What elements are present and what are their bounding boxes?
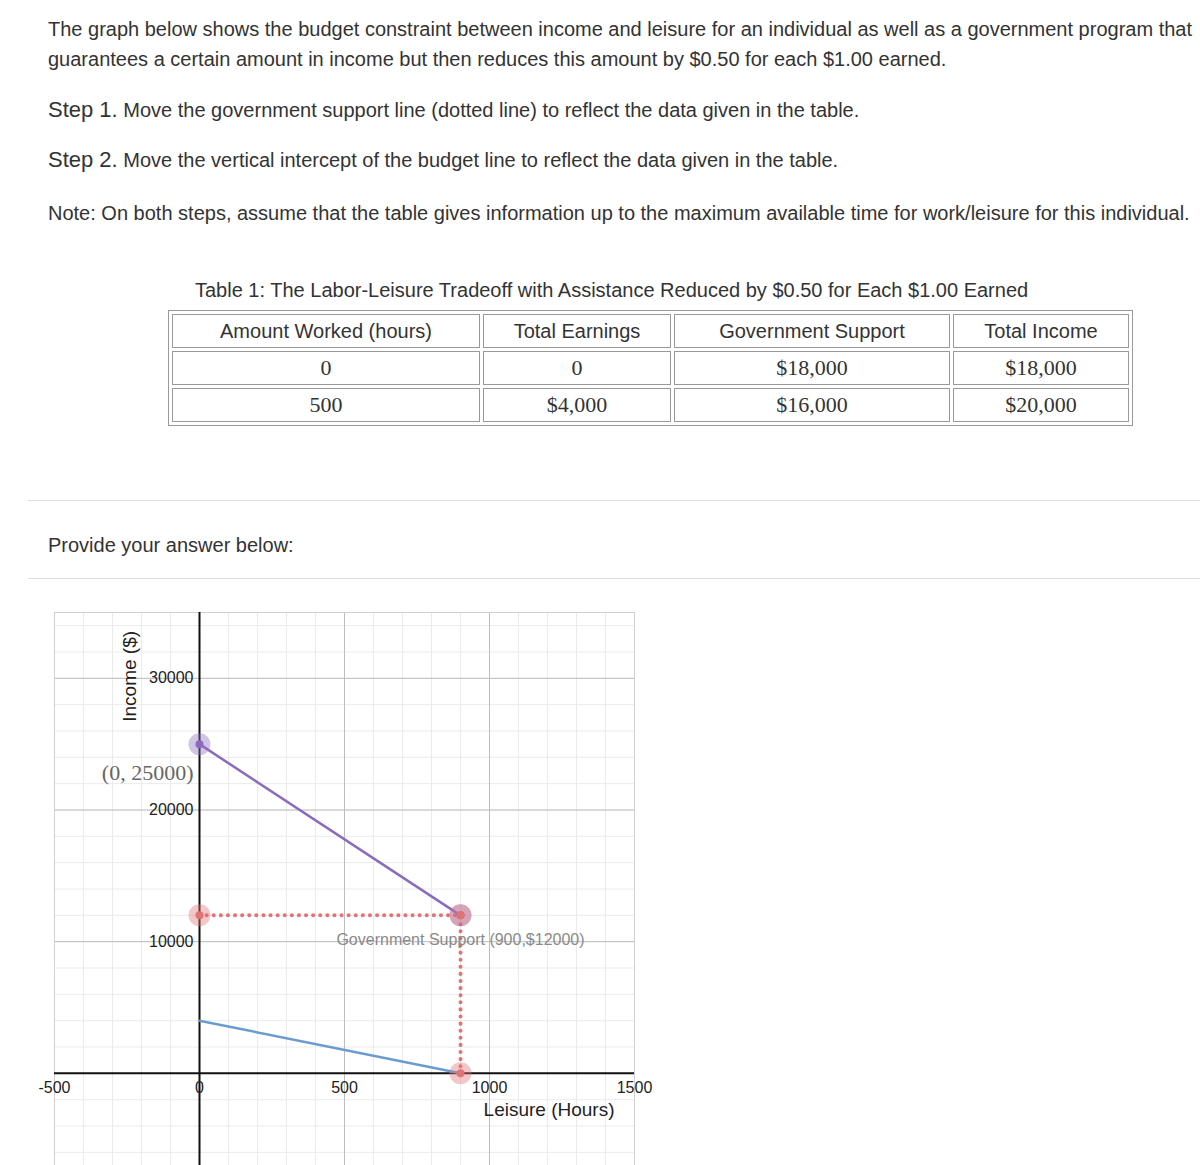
svg-text:0: 0 <box>195 1079 204 1096</box>
svg-text:Government Support (900,$12000: Government Support (900,$12000) <box>336 931 584 948</box>
html-text:0: 0 <box>571 355 583 380</box>
svg-text:Income ($): Income ($) <box>119 631 140 722</box>
html-text:Total Earnings: Total Earnings <box>513 319 641 342</box>
svg-text:30000: 30000 <box>149 669 194 686</box>
svg-text:10000: 10000 <box>149 933 194 950</box>
svg-text:500: 500 <box>331 1079 358 1096</box>
html-text:Step 1. Move the government su: Step 1. Move the government support line… <box>48 97 860 122</box>
html-text:Step 2. Move the vertical inte: Step 2. Move the vertical intercept of t… <box>48 147 839 172</box>
html-text:Amount Worked (hours): Amount Worked (hours) <box>220 319 432 342</box>
html-text:Total Income: Total Income <box>984 319 1098 342</box>
svg-text:20000: 20000 <box>149 801 194 818</box>
svg-text:Leisure (Hours): Leisure (Hours) <box>484 1099 615 1120</box>
html-text:Government Support: Government Support <box>719 319 905 342</box>
html-text:$18,000: $18,000 <box>776 355 848 380</box>
svg-text:1500: 1500 <box>617 1079 653 1096</box>
svg-text:(0, 25000): (0, 25000) <box>102 760 194 785</box>
html-text:The graph below shows the budg: The graph below shows the budget constra… <box>48 18 1192 70</box>
html-text:Provide your answer below:: Provide your answer below: <box>48 534 294 556</box>
html-text:$20,000: $20,000 <box>1005 392 1077 417</box>
html-text:$18,000: $18,000 <box>1005 355 1077 380</box>
html-text:$16,000: $16,000 <box>776 392 848 417</box>
svg-text:1000: 1000 <box>472 1079 508 1096</box>
html-text:0: 0 <box>320 355 332 380</box>
html-text:Note: On both steps, assume th: Note: On both steps, assume that the tab… <box>48 202 1190 224</box>
html-text:Table 1: The Labor-Leisure Tra: Table 1: The Labor-Leisure Tradeoff with… <box>195 279 1029 301</box>
svg-text:-500: -500 <box>38 1079 70 1096</box>
html-text:$4,000: $4,000 <box>546 392 608 417</box>
html-text:500: 500 <box>309 392 343 417</box>
